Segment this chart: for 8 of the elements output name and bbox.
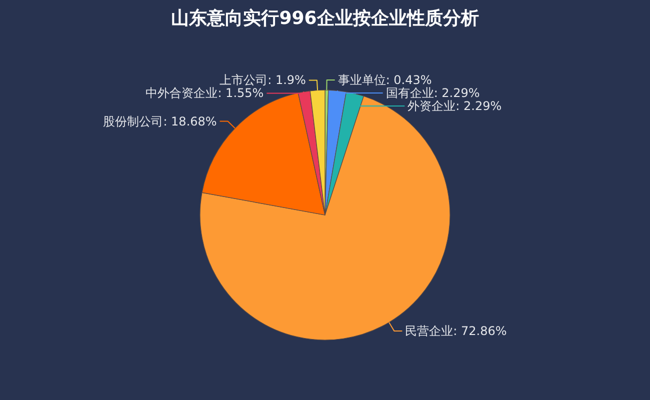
slice-label: 股份制公司: 18.68% <box>103 114 217 128</box>
slice-label: 上市公司: 1.9% <box>220 73 306 88</box>
slice-label: 外资企业: 2.29% <box>408 99 502 114</box>
slice-label: 民营企业: 72.86% <box>405 324 507 338</box>
slice-label: 事业单位: 0.43% <box>338 73 432 88</box>
slice-label: 中外合资企业: 1.55% <box>146 86 264 100</box>
slice-label: 国有企业: 2.29% <box>386 86 480 100</box>
chart-title: 山东意向实行996企业按企业性质分析 <box>170 7 480 30</box>
